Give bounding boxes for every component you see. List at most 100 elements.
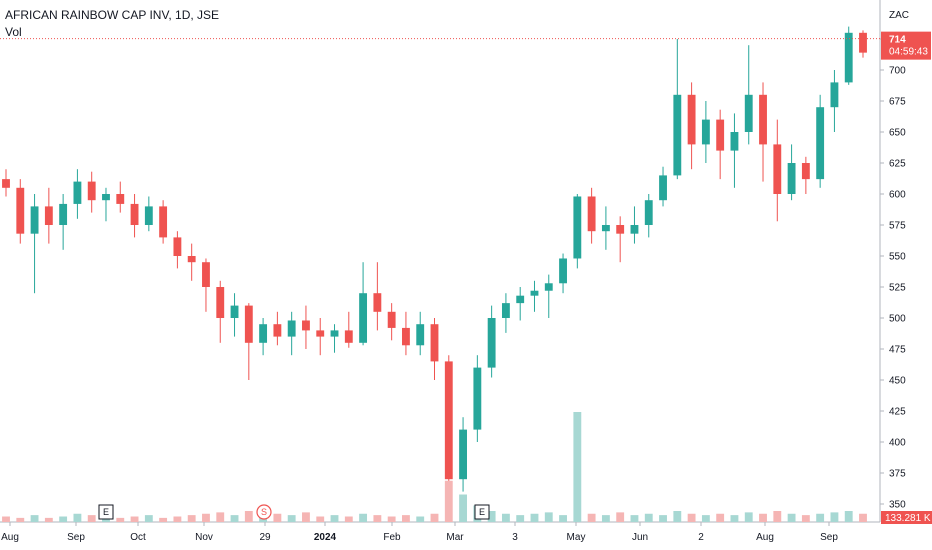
currency-label: ZAC <box>889 10 909 21</box>
volume-bar <box>87 515 96 522</box>
price-tag-countdown: 04:59:43 <box>889 47 928 58</box>
volume-bar <box>130 516 139 522</box>
candle-body <box>44 206 53 225</box>
volume-bar <box>216 512 225 522</box>
y-tick-label: 350 <box>889 500 906 511</box>
candle-body <box>416 324 425 346</box>
earnings-badge-label: E <box>103 507 109 517</box>
candle-body <box>387 311 396 328</box>
volume-bar <box>601 515 610 522</box>
volume-bar <box>44 517 53 522</box>
volume-bar <box>159 517 168 522</box>
candle-body <box>359 293 368 343</box>
y-tick-label: 625 <box>889 159 906 170</box>
candle-body <box>259 324 268 343</box>
candle-body <box>244 305 253 343</box>
volume-bar <box>244 511 253 522</box>
x-tick-label: May <box>567 532 586 543</box>
candle-body <box>402 327 410 346</box>
volume-bar <box>173 516 182 522</box>
volume-bar <box>744 512 753 522</box>
volume-bar <box>501 513 510 522</box>
volume-bar <box>316 516 325 522</box>
volume-bar <box>644 513 653 522</box>
volume-bar <box>444 480 453 522</box>
volume-bar <box>430 513 439 522</box>
candle-body <box>173 237 182 256</box>
y-tick-label: 375 <box>889 469 906 480</box>
candle-body <box>816 107 825 180</box>
candle-body <box>144 206 153 225</box>
volume-bar <box>801 515 810 522</box>
volume-bar <box>116 517 125 522</box>
x-tick-label: Aug <box>1 532 19 543</box>
candles <box>2 26 867 511</box>
earnings-badge <box>98 504 114 520</box>
chart-title: AFRICAN RAINBOW CAP INV, 1D, JSE <box>5 8 220 22</box>
volume-bar <box>559 515 567 522</box>
candle-body <box>159 206 168 238</box>
volume-bar <box>273 513 282 522</box>
x-tick-label: 3 <box>512 532 518 543</box>
volume-bar <box>302 512 310 522</box>
candle-body <box>801 163 810 180</box>
volume-bar <box>230 515 239 522</box>
x-tick-label: Sep <box>820 532 838 543</box>
price-tag <box>881 31 931 60</box>
volume-bar <box>844 511 853 522</box>
x-tick-label: Aug <box>756 532 774 543</box>
volume-bar <box>730 515 739 522</box>
volume-tag <box>881 511 932 524</box>
volume-tag-value: 133.281 K <box>885 513 931 524</box>
x-tick-label: 29 <box>259 532 271 543</box>
candle-body <box>316 330 325 337</box>
candle-body <box>459 429 467 480</box>
volume-bar <box>73 513 82 522</box>
candle-body <box>230 305 239 318</box>
volume-bar <box>787 513 796 522</box>
candle-body <box>744 94 753 132</box>
volume-bar <box>573 412 582 522</box>
candle-body <box>87 181 96 201</box>
volume-bar <box>330 515 339 522</box>
y-tick-label: 500 <box>889 314 906 325</box>
x-tick-label: Mar <box>446 532 464 543</box>
candle-body <box>130 203 139 225</box>
candle-body <box>487 318 496 368</box>
candle-body <box>701 119 710 145</box>
candle-body <box>2 179 10 188</box>
candle-body <box>444 361 453 480</box>
candle-body <box>687 94 696 145</box>
y-tick-label: 550 <box>889 252 906 263</box>
y-tick-label: 475 <box>889 345 906 356</box>
candle-body <box>844 32 853 83</box>
candle-body <box>587 196 596 232</box>
candle-body <box>187 256 196 263</box>
y-tick-label: 675 <box>889 97 906 108</box>
candle-body <box>102 194 110 201</box>
candle-body <box>273 324 282 337</box>
x-tick-label: Sep <box>67 532 85 543</box>
volume-bar <box>530 513 539 522</box>
volume-bar <box>673 511 682 522</box>
volume-bar <box>2 516 10 522</box>
earnings-badge-label: E <box>479 507 485 517</box>
volume-bar <box>359 513 368 522</box>
price-tag-value: 714 <box>889 35 906 46</box>
volume-bar <box>416 516 425 522</box>
candle-body <box>216 287 225 318</box>
volume-bar <box>59 516 68 522</box>
volume-bar <box>859 513 867 522</box>
candle-body <box>859 32 867 53</box>
candle-body <box>116 194 125 204</box>
volume-bar <box>387 516 396 522</box>
volume-bar <box>187 515 196 522</box>
candle-body <box>59 203 68 225</box>
volume-bar <box>830 512 839 522</box>
volume-bar <box>544 512 553 522</box>
candle-body <box>773 144 782 194</box>
volume-bar <box>144 515 153 522</box>
candle-body <box>330 330 339 337</box>
candle-body <box>473 367 482 430</box>
